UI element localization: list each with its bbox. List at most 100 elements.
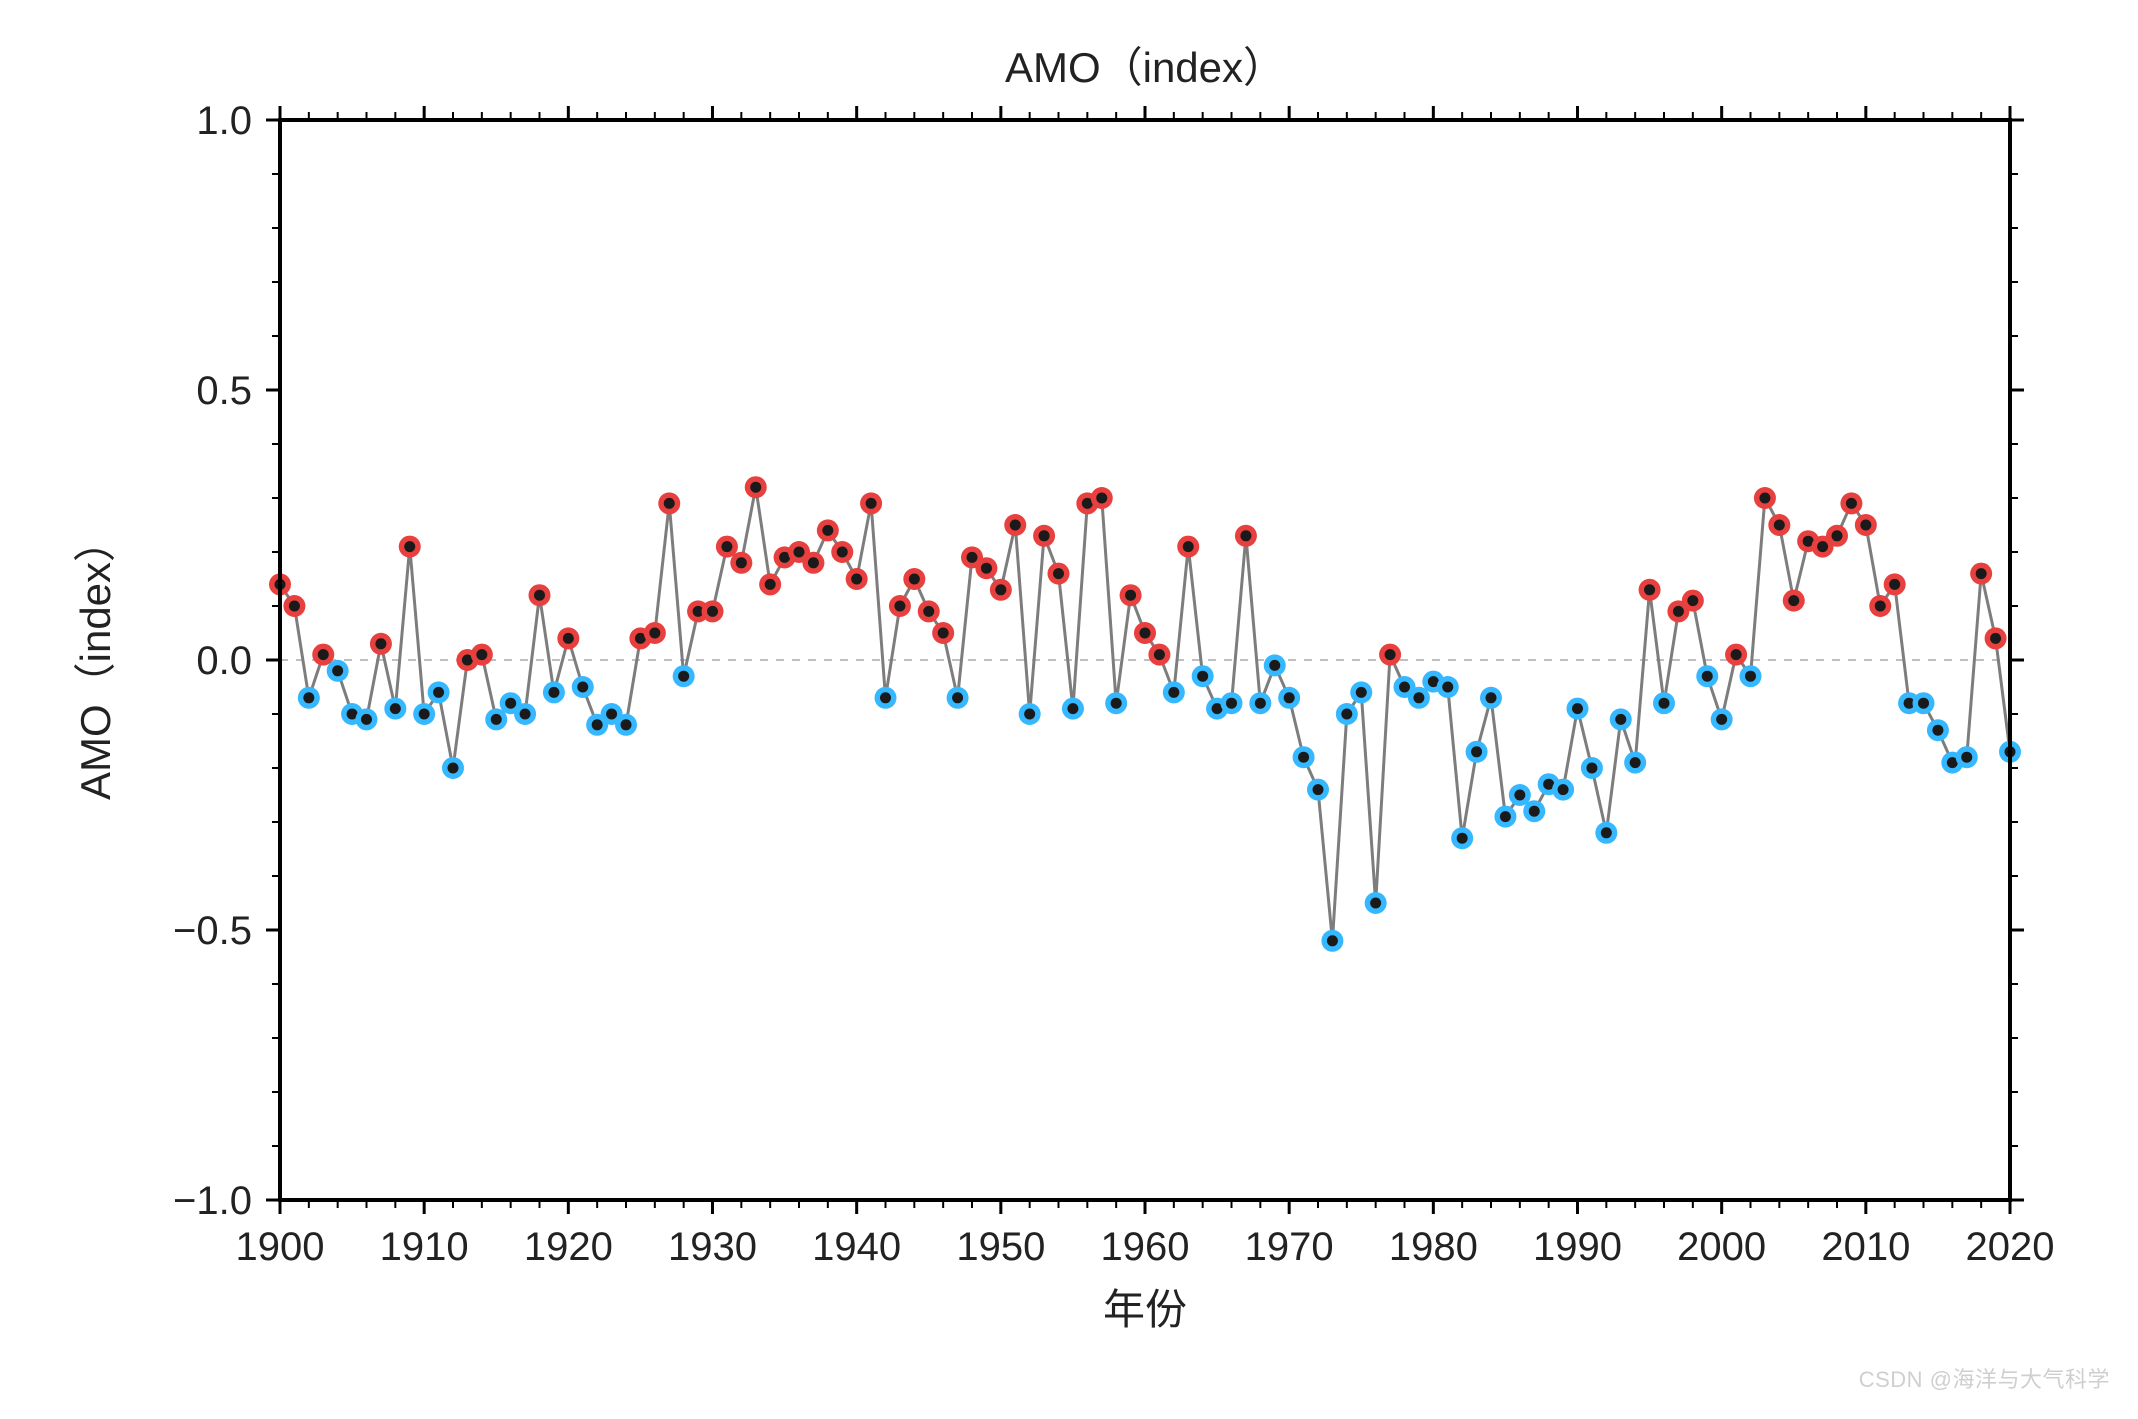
xtick-label: 1970 xyxy=(1245,1225,1334,1269)
data-point-core xyxy=(1096,493,1107,504)
data-point-core xyxy=(1010,520,1021,531)
data-point-core xyxy=(303,692,314,703)
data-point-core xyxy=(866,498,877,509)
data-point-core xyxy=(1370,898,1381,909)
xtick-label: 1990 xyxy=(1533,1225,1622,1269)
markers xyxy=(269,476,2021,952)
data-point-core xyxy=(1659,698,1670,709)
data-point-core xyxy=(1976,568,1987,579)
xtick-label: 1940 xyxy=(812,1225,901,1269)
xtick-label: 1900 xyxy=(236,1225,325,1269)
data-point-core xyxy=(1284,692,1295,703)
data-point-core xyxy=(1846,498,1857,509)
data-point-core xyxy=(1774,520,1785,531)
data-point-core xyxy=(1745,671,1756,682)
data-point-core xyxy=(736,557,747,568)
data-point-core xyxy=(938,628,949,639)
data-point-core xyxy=(548,687,559,698)
data-point-core xyxy=(1529,806,1540,817)
data-point-core xyxy=(332,665,343,676)
data-point-core xyxy=(967,552,978,563)
data-point-core xyxy=(1269,660,1280,671)
xtick-label: 1960 xyxy=(1101,1225,1190,1269)
data-point-core xyxy=(981,563,992,574)
data-point-core xyxy=(491,714,502,725)
data-point-core xyxy=(361,714,372,725)
data-point-core xyxy=(808,557,819,568)
xtick-label: 1930 xyxy=(668,1225,757,1269)
data-point-core xyxy=(1687,595,1698,606)
data-point-core xyxy=(577,682,588,693)
data-point-core xyxy=(1500,811,1511,822)
data-point-core xyxy=(606,709,617,720)
data-point-core xyxy=(1673,606,1684,617)
ytick-label: 0.0 xyxy=(196,639,252,683)
data-point-core xyxy=(1961,752,1972,763)
data-point-core xyxy=(1457,833,1468,844)
data-point-core xyxy=(1630,757,1641,768)
data-point-core xyxy=(1168,687,1179,698)
data-point-core xyxy=(1889,579,1900,590)
data-point-core xyxy=(1702,671,1713,682)
data-point-core xyxy=(1601,827,1612,838)
xtick-label: 2020 xyxy=(1966,1225,2055,1269)
data-point-core xyxy=(1817,541,1828,552)
data-point-core xyxy=(822,525,833,536)
data-point-core xyxy=(448,763,459,774)
chart-title: AMO（index） xyxy=(1005,44,1285,91)
data-point-core xyxy=(664,498,675,509)
data-point-core xyxy=(707,606,718,617)
data-point-core xyxy=(621,719,632,730)
data-point-core xyxy=(1024,709,1035,720)
data-point-core xyxy=(1255,698,1266,709)
data-point-core xyxy=(1240,530,1251,541)
data-point-core xyxy=(1716,714,1727,725)
xtick-label: 1950 xyxy=(956,1225,1045,1269)
data-point-core xyxy=(678,671,689,682)
data-point-core xyxy=(880,692,891,703)
xtick-label: 2000 xyxy=(1677,1225,1766,1269)
data-point-core xyxy=(1053,568,1064,579)
data-point-core xyxy=(649,628,660,639)
data-point-core xyxy=(1039,530,1050,541)
data-point-core xyxy=(1644,584,1655,595)
data-point-core xyxy=(404,541,415,552)
data-point-core xyxy=(1990,633,2001,644)
data-point-core xyxy=(390,703,401,714)
x-axis-label: 年份 xyxy=(1103,1286,1187,1333)
data-point-core xyxy=(1514,790,1525,801)
data-point-core xyxy=(476,649,487,660)
data-point-core xyxy=(318,649,329,660)
data-point-core xyxy=(1471,746,1482,757)
ytick-label: 0.5 xyxy=(196,369,252,413)
data-point-core xyxy=(1226,698,1237,709)
data-point-core xyxy=(1875,601,1886,612)
xtick-label: 1980 xyxy=(1389,1225,1478,1269)
data-point-core xyxy=(721,541,732,552)
series-line xyxy=(280,487,2010,941)
data-point-core xyxy=(851,574,862,585)
y-axis-label: AMO（index） xyxy=(72,520,119,800)
data-point-core xyxy=(289,601,300,612)
data-point-core xyxy=(1731,649,1742,660)
data-point-core xyxy=(1140,628,1151,639)
data-point-core xyxy=(1183,541,1194,552)
data-point-core xyxy=(1918,698,1929,709)
data-point-core xyxy=(1759,493,1770,504)
data-point-core xyxy=(837,547,848,558)
data-point-core xyxy=(1197,671,1208,682)
amo-chart: 1900191019201930194019501960197019801990… xyxy=(0,0,2138,1414)
data-point-core xyxy=(952,692,963,703)
xtick-label: 1920 xyxy=(524,1225,613,1269)
data-point-core xyxy=(534,590,545,601)
data-point-core xyxy=(1298,752,1309,763)
data-point-core xyxy=(433,687,444,698)
data-point-core xyxy=(1788,595,1799,606)
watermark: CSDN @海洋与大气科学 xyxy=(1859,1362,2110,1394)
data-point-core xyxy=(1442,682,1453,693)
ytick-label: −1.0 xyxy=(173,1179,252,1223)
data-point-core xyxy=(909,574,920,585)
data-point-core xyxy=(894,601,905,612)
data-point-core xyxy=(592,719,603,730)
data-point-core xyxy=(794,547,805,558)
